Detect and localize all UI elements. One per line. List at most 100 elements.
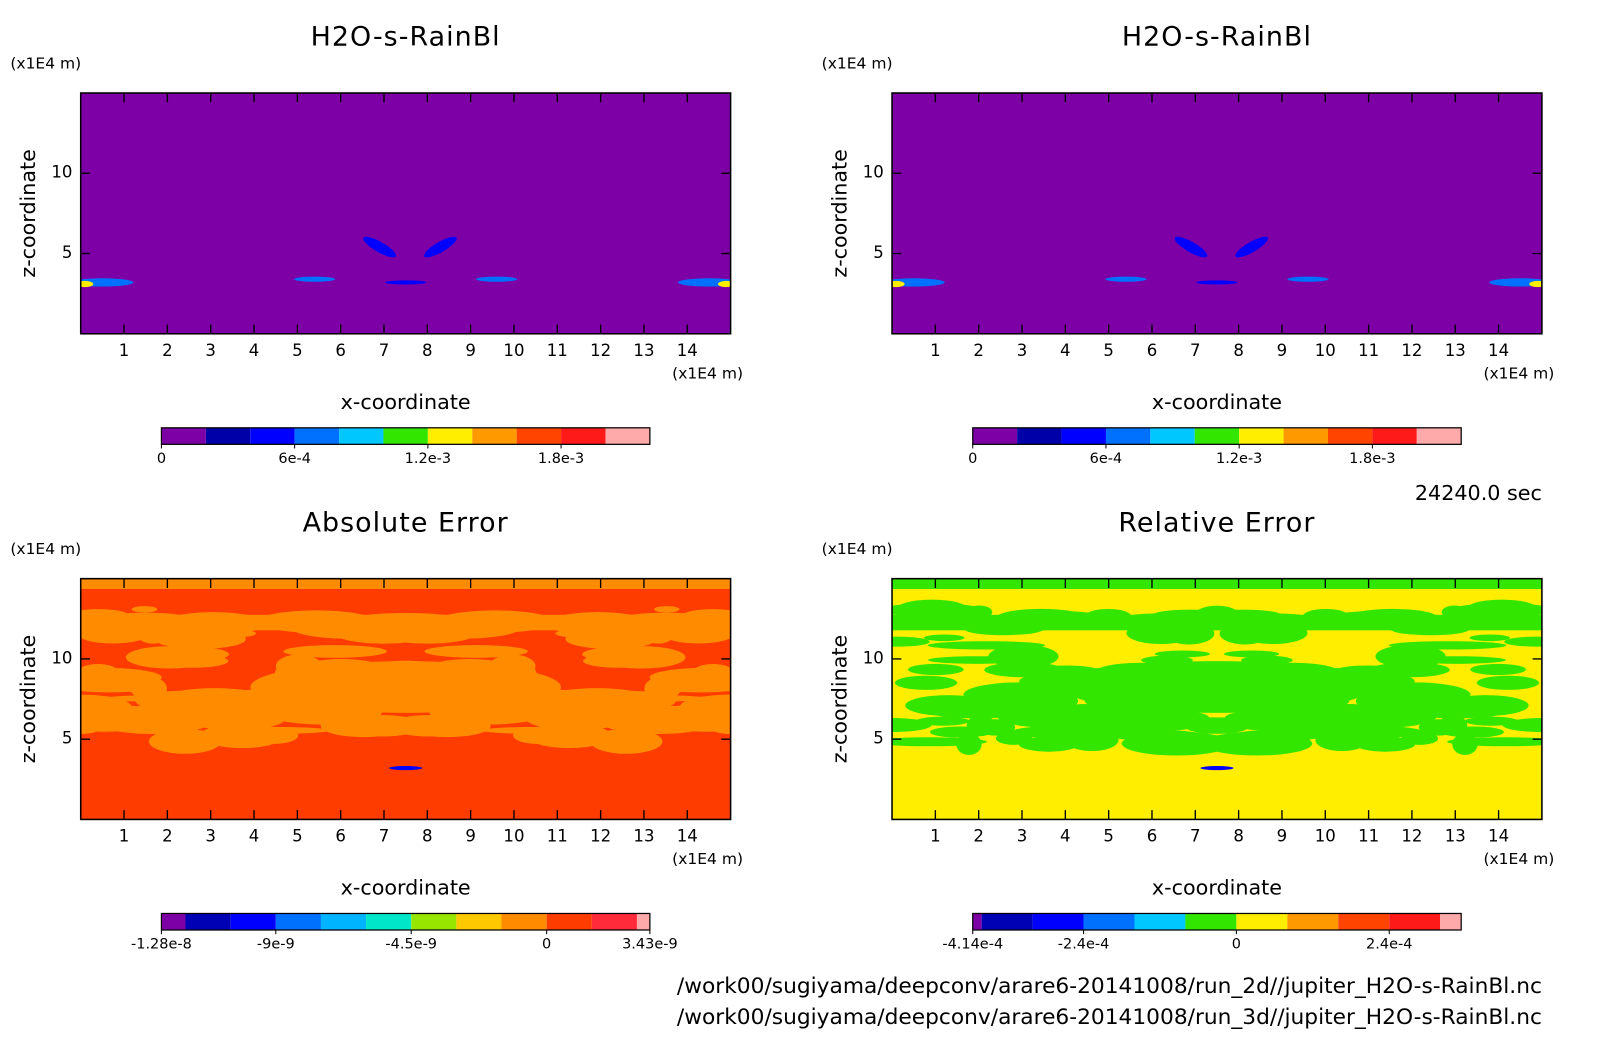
y-tick-label: 10: [51, 163, 72, 182]
x-tick-label: 12: [1401, 341, 1422, 360]
x-unit: (x1E4 m): [672, 365, 743, 383]
x-tick-label: 10: [1315, 341, 1336, 360]
colorbar-tick-label: 3.43e-9: [622, 936, 678, 952]
colorbar-tick-label: 0: [1232, 936, 1241, 952]
x-tick-label: 6: [1147, 827, 1158, 846]
x-tick-label: 13: [1445, 341, 1466, 360]
colorbar-tick-label: 6e-4: [278, 451, 311, 467]
field-blob: [1154, 650, 1210, 658]
field-blob: [384, 280, 427, 285]
field-blob: [424, 645, 528, 658]
colorbar-tick-label: 2.4e-4: [1366, 936, 1412, 952]
colorbar-frame: [972, 427, 1462, 445]
x-tick-label: 14: [677, 341, 698, 360]
colorbar-segment: [591, 913, 637, 930]
field-blob: [915, 716, 970, 726]
file-path: /work00/sugiyama/deepconv/arare6-2014100…: [677, 974, 1542, 999]
colorbar-frame: [160, 912, 651, 931]
field-blob: [1393, 623, 1469, 636]
x-tick-label: 8: [1233, 827, 1244, 846]
field-blob: [1059, 708, 1177, 734]
contour-field: [80, 578, 731, 820]
contour-field: [892, 578, 1542, 820]
colorbar-segment: [1338, 913, 1390, 930]
colorbar-tick-label: 1.8e-3: [1349, 451, 1395, 467]
colorbar-segment: [275, 913, 321, 930]
x-tick-label: 1: [930, 341, 941, 360]
x-tick-label: 8: [422, 827, 433, 846]
x-tick-label: 14: [1488, 827, 1509, 846]
colorbar-tick-label: 0: [157, 451, 166, 467]
field-blob: [1257, 708, 1375, 734]
colorbar-tick-label: -4.14e-4: [942, 936, 1003, 952]
field-blob: [403, 714, 491, 738]
x-tick-label: 13: [1445, 827, 1466, 846]
x-tick-label: 8: [1233, 341, 1244, 360]
colorbar-tick-label: -2.4e-4: [1058, 936, 1110, 952]
x-tick-label: 3: [1017, 341, 1028, 360]
field-blob: [717, 280, 731, 288]
field-blob: [1105, 276, 1147, 282]
field-blob: [1504, 636, 1542, 647]
colorbar-frame: [160, 427, 651, 445]
x-tick-label: 1: [119, 341, 130, 360]
colorbar-segment: [636, 913, 650, 930]
y-tick-label: 10: [51, 648, 72, 667]
field-blob: [597, 646, 686, 669]
field-fill: [892, 93, 1542, 334]
field-blob: [895, 599, 969, 620]
x-tick-label: 10: [1315, 827, 1336, 846]
x-tick-label: 2: [162, 341, 173, 360]
field-blob: [555, 627, 640, 639]
panel-title: Absolute Error: [303, 507, 509, 538]
x-tick-label: 4: [249, 341, 260, 360]
x-tick-label: 1: [119, 827, 130, 846]
x-tick-label: 13: [633, 827, 654, 846]
y-unit: (x1E4 m): [822, 540, 893, 558]
x-tick-label: 10: [503, 341, 524, 360]
colorbar-segment: [981, 913, 1033, 930]
y-unit: (x1E4 m): [10, 55, 81, 73]
field-blob: [1235, 236, 1268, 258]
field-blob: [663, 624, 731, 644]
field-blob: [1469, 634, 1511, 642]
colorbar-tick-label: -9e-9: [257, 936, 295, 952]
field-blob: [1470, 663, 1526, 676]
field-blob: [1153, 609, 1228, 620]
colorbar-segment: [1327, 427, 1373, 445]
field-blob: [1375, 644, 1446, 668]
x-axis-label: x-coordinate: [341, 876, 471, 900]
field-blob: [475, 276, 518, 282]
colorbar-segment: [546, 913, 592, 930]
field-blob: [892, 280, 905, 288]
x-tick-label: 12: [1401, 827, 1422, 846]
field-blob: [929, 726, 991, 738]
field-blob: [677, 278, 731, 287]
field-blob: [1348, 702, 1438, 728]
field-blob: [892, 278, 945, 287]
field-blob: [131, 606, 158, 613]
field-blob: [80, 278, 134, 287]
x-tick-label: 4: [1060, 827, 1071, 846]
y-axis-label: z-coordinate: [827, 635, 851, 763]
colorbar-segment: [1150, 427, 1195, 445]
x-tick-label: 7: [1190, 341, 1201, 360]
field-blob: [320, 714, 408, 738]
colorbar-tick-label: 1.2e-3: [405, 451, 451, 467]
y-tick-label: 10: [863, 648, 884, 667]
panel-title: Relative Error: [1118, 507, 1315, 538]
colorbar-segment: [1032, 913, 1084, 930]
x-tick-label: 11: [547, 341, 568, 360]
field-blob: [1287, 276, 1329, 282]
field-blob: [250, 661, 561, 713]
colorbar-segment: [456, 913, 502, 930]
x-tick-label: 5: [292, 827, 303, 846]
y-axis-label: z-coordinate: [827, 149, 851, 277]
field-blob: [1014, 610, 1096, 619]
field-blob: [637, 711, 684, 720]
x-tick-label: 2: [162, 827, 173, 846]
x-unit: (x1E4 m): [672, 850, 743, 868]
contour-field: [80, 93, 731, 334]
colorbar-segment: [1083, 913, 1135, 930]
